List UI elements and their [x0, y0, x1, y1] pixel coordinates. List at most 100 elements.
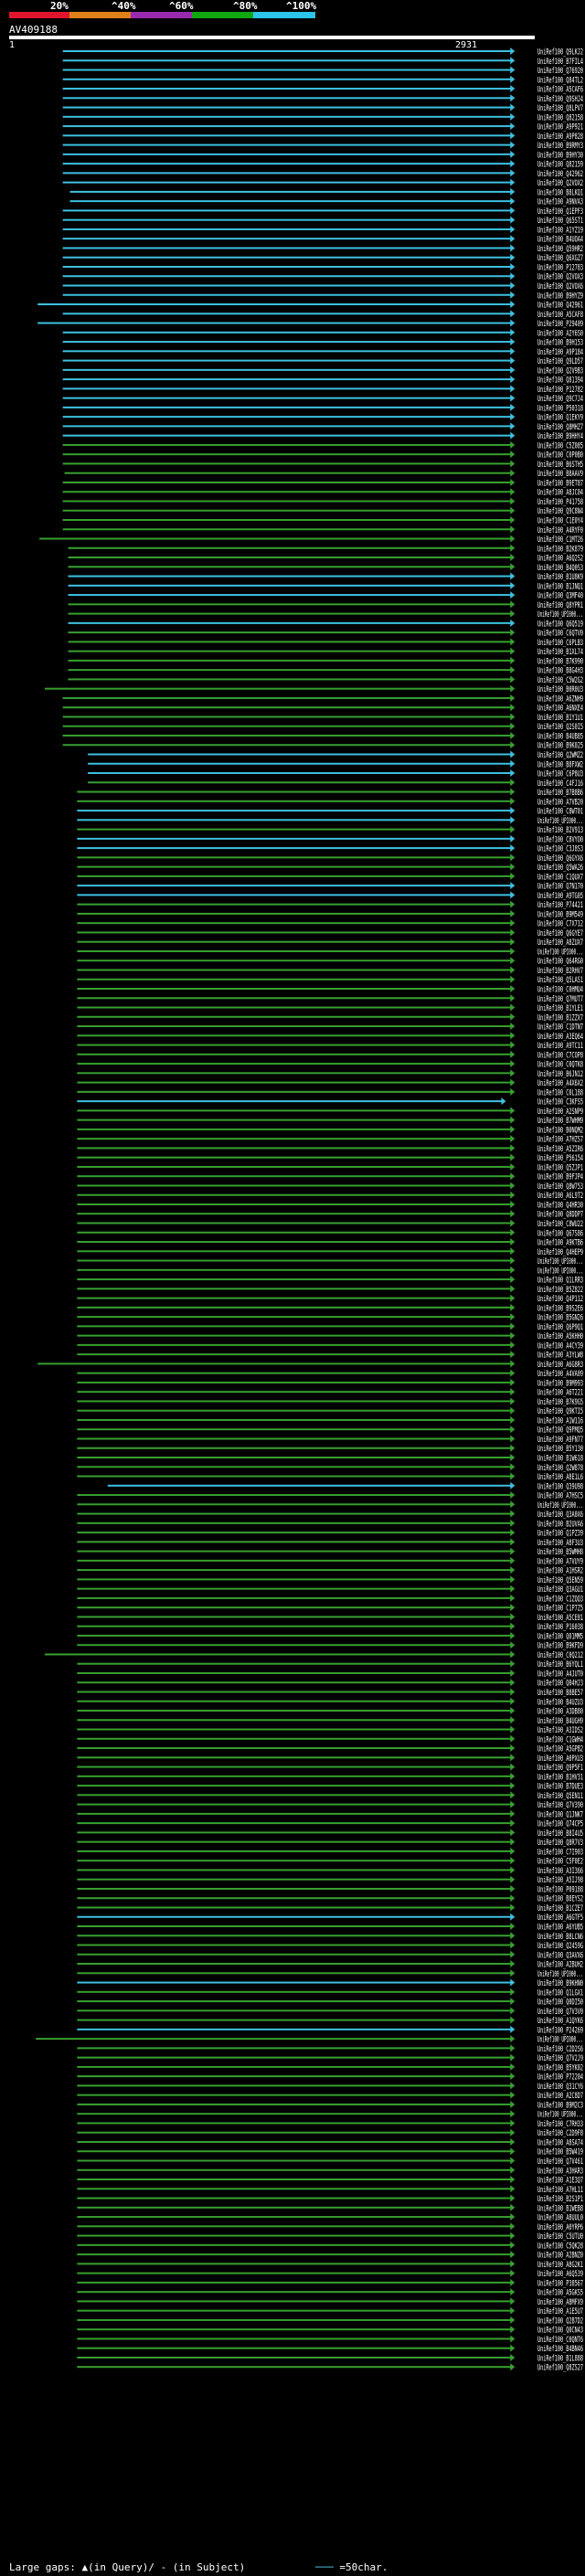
hit-bar[interactable] [77, 1457, 512, 1458]
hit-bar[interactable] [77, 2366, 512, 2369]
hit-label[interactable]: UniRef100_A3EQ64 [537, 1033, 583, 1042]
hit-bar[interactable] [77, 1288, 512, 1290]
hit-bar[interactable] [77, 2272, 512, 2274]
hit-bar[interactable] [62, 443, 512, 446]
hit-label[interactable]: UniRef100_UPI000... [537, 1501, 583, 1511]
hit-label[interactable]: UniRef100_Q65ST1 [537, 217, 583, 226]
hit-label[interactable]: UniRef100_C5UTU0 [537, 2232, 583, 2242]
hit-label[interactable]: UniRef100_P12782 [537, 386, 583, 395]
hit-label[interactable]: UniRef100_A9KTB6 [537, 1239, 583, 1248]
hit-label[interactable]: UniRef100_Q7V461 [537, 2157, 583, 2167]
hit-label[interactable]: UniRef100_A2C8D7 [537, 2092, 583, 2101]
hit-label[interactable]: UniRef100_A8E1L6 [537, 1473, 583, 1482]
hit-label[interactable]: UniRef100_B4BN46 [537, 2345, 583, 2354]
hit-label[interactable]: UniRef100_B7DUE3 [537, 1783, 583, 1792]
hit-bar[interactable] [77, 2188, 512, 2190]
hit-label[interactable]: UniRef100_A9FN77 [537, 1436, 583, 1445]
hit-bar[interactable] [77, 810, 512, 812]
hit-label[interactable]: UniRef100_P74421 [537, 901, 583, 910]
hit-bar[interactable] [77, 1906, 512, 1909]
hit-bar[interactable] [77, 1475, 512, 1478]
hit-bar[interactable] [68, 584, 512, 587]
hit-bar[interactable] [77, 1963, 512, 1966]
hit-label[interactable]: UniRef100_Q5ZJP1 [537, 1163, 583, 1172]
hit-label[interactable]: UniRef100_B8AAV9 [537, 470, 583, 479]
hit-bar[interactable] [77, 2140, 512, 2143]
hit-bar[interactable] [62, 434, 512, 437]
hit-label[interactable]: UniRef100_Q1LGX1 [537, 1988, 583, 1998]
hit-bar[interactable] [77, 988, 512, 990]
hit-bar[interactable] [69, 200, 512, 203]
hit-label[interactable]: UniRef100_Q3AVX6 [537, 1951, 583, 1960]
hit-bar[interactable] [77, 1100, 503, 1103]
hit-label[interactable]: UniRef100_C2D9F8 [537, 2129, 583, 2138]
hit-label[interactable]: UniRef100_Q42962 [537, 170, 583, 179]
hit-label[interactable]: UniRef100_C1E0Y4 [537, 517, 583, 526]
hit-label[interactable]: UniRef100_A5CAF8 [537, 311, 583, 320]
hit-label[interactable]: UniRef100_Q9SHJ4 [537, 95, 583, 104]
hit-bar[interactable] [77, 1550, 512, 1553]
hit-label[interactable]: UniRef100_B1U8K9 [537, 573, 583, 582]
hit-bar[interactable] [62, 387, 512, 390]
hit-bar[interactable] [62, 275, 512, 278]
hit-label[interactable]: UniRef100_UPI000... [537, 2036, 583, 2045]
hit-bar[interactable] [107, 1484, 512, 1487]
hit-bar[interactable] [62, 368, 512, 371]
hit-label[interactable]: UniRef100_B9H153 [537, 339, 583, 348]
hit-bar[interactable] [69, 190, 512, 193]
hit-bar[interactable] [62, 78, 512, 80]
hit-bar[interactable] [77, 1897, 512, 1900]
hit-label[interactable]: UniRef100_C0HMU4 [537, 986, 583, 995]
hit-label[interactable]: UniRef100_B6STH5 [537, 461, 583, 470]
hit-label[interactable]: UniRef100_Q81394 [537, 376, 583, 386]
hit-bar[interactable] [68, 641, 512, 643]
hit-bar[interactable] [77, 1785, 512, 1787]
hit-label[interactable]: UniRef100_B1JNQ1 [537, 582, 583, 591]
hit-bar[interactable] [77, 1128, 512, 1130]
hit-label[interactable]: UniRef100_B9HHY4 [537, 432, 583, 441]
hit-label[interactable]: UniRef100_B8FXW2 [537, 760, 583, 769]
hit-bar[interactable] [77, 2047, 512, 2050]
hit-bar[interactable] [77, 1025, 512, 1028]
hit-bar[interactable] [77, 1719, 512, 1722]
hit-label[interactable]: UniRef100_A4VA09 [537, 1370, 583, 1379]
hit-label[interactable]: UniRef100_UPI000... [537, 610, 583, 620]
hit-label[interactable]: UniRef100_A5ZIR6 [537, 1145, 583, 1154]
hit-bar[interactable] [77, 2234, 512, 2237]
hit-bar[interactable] [77, 2328, 512, 2331]
hit-bar[interactable] [77, 847, 512, 850]
hit-bar[interactable] [77, 1616, 512, 1618]
hit-label[interactable]: UniRef100_A8F3U3 [537, 1539, 583, 1548]
hit-label[interactable]: UniRef100_B4UZU3 [537, 1698, 583, 1707]
hit-label[interactable]: UniRef100_C8WT01 [537, 808, 583, 817]
hit-label[interactable]: UniRef100_Q6Q519 [537, 620, 583, 629]
hit-bar[interactable] [36, 2038, 512, 2041]
hit-bar[interactable] [77, 1165, 512, 1168]
hit-bar[interactable] [77, 1981, 512, 1984]
hit-bar[interactable] [77, 2113, 512, 2115]
hit-label[interactable]: UniRef100_B4UOA4 [537, 236, 583, 245]
hit-label[interactable]: UniRef100_C4FJ16 [537, 779, 583, 789]
hit-bar[interactable] [77, 1034, 512, 1037]
hit-label[interactable]: UniRef100_P12783 [537, 263, 583, 272]
hit-label[interactable]: UniRef100_A4RYF0 [537, 526, 583, 535]
hit-bar[interactable] [77, 2103, 512, 2105]
hit-bar[interactable] [39, 537, 512, 540]
hit-label[interactable]: UniRef100_B9M549 [537, 910, 583, 919]
hit-label[interactable]: UniRef100_UPI000... [537, 2111, 583, 2120]
hit-bar[interactable] [77, 969, 512, 971]
hit-bar[interactable] [77, 1306, 512, 1309]
hit-label[interactable]: UniRef100_Q7V2J9 [537, 2054, 583, 2063]
hit-label[interactable]: UniRef100_C1P7Z5 [537, 1605, 583, 1614]
hit-bar[interactable] [77, 1268, 512, 1271]
hit-label[interactable]: UniRef100_Q31CY6 [537, 2083, 583, 2092]
hit-label[interactable]: UniRef100_Q1EPF3 [537, 207, 583, 217]
hit-bar[interactable] [68, 566, 512, 568]
hit-label[interactable]: UniRef100_B8BE57 [537, 1689, 583, 1698]
hit-label[interactable]: UniRef100_A1YZ19 [537, 226, 583, 235]
hit-bar[interactable] [77, 1343, 512, 1346]
hit-label[interactable]: UniRef100_Q4P112 [537, 1295, 583, 1304]
hit-bar[interactable] [77, 1193, 512, 1196]
hit-bar[interactable] [77, 2300, 512, 2303]
hit-label[interactable]: UniRef100_Q04HJ3 [537, 1680, 583, 1689]
